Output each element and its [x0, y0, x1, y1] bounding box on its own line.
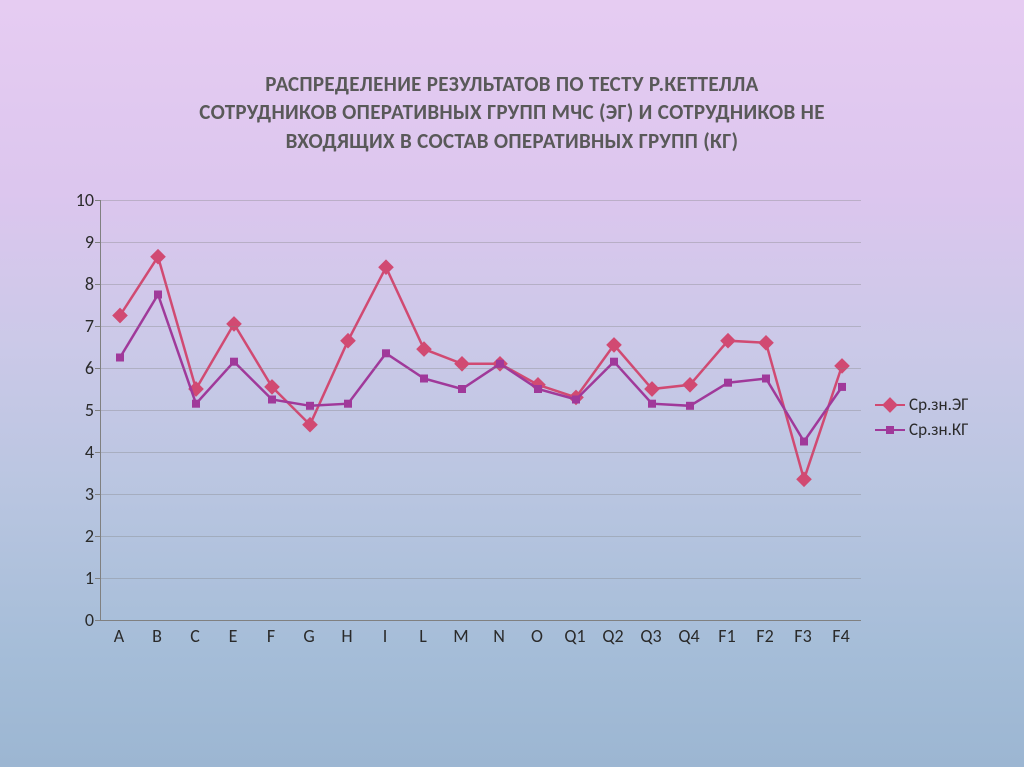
y-axis-label: 8	[64, 273, 94, 295]
data-marker	[762, 375, 770, 383]
gridline	[101, 452, 861, 453]
data-marker	[306, 402, 314, 410]
data-marker	[378, 259, 394, 275]
y-axis-label: 2	[64, 525, 94, 547]
gridline	[101, 578, 861, 579]
data-marker	[268, 396, 276, 404]
data-marker	[458, 385, 466, 393]
x-axis-label: F1	[718, 625, 735, 647]
data-marker	[724, 379, 732, 387]
gridline	[101, 368, 861, 369]
data-marker	[344, 400, 352, 408]
data-marker	[610, 358, 618, 366]
x-axis-label: F3	[794, 625, 811, 647]
data-marker	[496, 360, 504, 368]
x-axis-label: N	[493, 625, 505, 647]
x-axis-label: H	[341, 625, 352, 647]
legend: Ср.зн.ЭГ Ср.зн.КГ	[875, 390, 968, 444]
title-line-2: СОТРУДНИКОВ ОПЕРАТИВНЫХ ГРУПП МЧС (ЭГ) И…	[70, 98, 954, 126]
legend-label-kg: Ср.зн.КГ	[909, 419, 968, 440]
data-marker	[192, 400, 200, 408]
x-axis-label: B	[152, 625, 162, 647]
gridline	[101, 536, 861, 537]
x-axis-label: E	[229, 625, 238, 647]
legend-marker-eg	[875, 398, 905, 412]
gridline	[101, 200, 861, 201]
x-axis-label: Q4	[678, 625, 699, 647]
x-axis-label: I	[383, 625, 388, 647]
legend-marker-kg	[875, 423, 905, 437]
data-marker	[800, 438, 808, 446]
data-marker	[838, 383, 846, 391]
x-axis-label: A	[114, 625, 124, 647]
x-axis-label: Q1	[564, 625, 585, 647]
x-axis-label: C	[190, 625, 200, 647]
y-axis-label: 7	[64, 315, 94, 337]
data-marker	[230, 358, 238, 366]
plot-area	[100, 200, 861, 621]
y-axis-label: 6	[64, 357, 94, 379]
data-marker	[112, 308, 128, 324]
y-axis-label: 10	[64, 189, 94, 211]
data-marker	[796, 471, 812, 487]
data-marker	[572, 396, 580, 404]
x-axis-label: L	[419, 625, 427, 647]
gridline	[101, 242, 861, 243]
data-marker	[686, 402, 694, 410]
x-axis-label: F4	[832, 625, 849, 647]
x-axis-label: Q2	[602, 625, 623, 647]
data-marker	[420, 375, 428, 383]
y-axis-label: 3	[64, 483, 94, 505]
x-axis-label: G	[303, 625, 314, 647]
x-axis-label: O	[531, 625, 543, 647]
x-axis-label: F	[267, 625, 275, 647]
data-marker	[340, 333, 356, 349]
data-marker	[758, 335, 774, 351]
legend-label-eg: Ср.зн.ЭГ	[909, 394, 968, 415]
y-axis-label: 5	[64, 399, 94, 421]
x-axis-label: Q3	[640, 625, 661, 647]
y-axis-label: 4	[64, 441, 94, 463]
data-marker	[154, 291, 162, 299]
x-axis-label: F2	[756, 625, 773, 647]
legend-item-eg: Ср.зн.ЭГ	[875, 394, 968, 415]
data-marker	[834, 358, 850, 374]
gridline	[101, 494, 861, 495]
gridline	[101, 284, 861, 285]
x-axis-label: M	[453, 625, 468, 647]
chart-title: РАСПРЕДЕЛЕНИЕ РЕЗУЛЬТАТОВ ПО ТЕСТУ Р.КЕТ…	[0, 0, 1024, 155]
gridline	[101, 410, 861, 411]
title-line-1: РАСПРЕДЕЛЕНИЕ РЕЗУЛЬТАТОВ ПО ТЕСТУ Р.КЕТ…	[70, 70, 954, 98]
title-line-3: ВХОДЯЩИХ В СОСТАВ ОПЕРАТИВНЫХ ГРУПП (КГ)	[70, 127, 954, 155]
legend-item-kg: Ср.зн.КГ	[875, 419, 968, 440]
data-marker	[454, 356, 470, 372]
y-axis-label: 0	[64, 609, 94, 631]
chart-area: Ср.зн.ЭГ Ср.зн.КГ 012345678910ABCEFGHILM…	[60, 200, 964, 670]
y-axis-label: 1	[64, 567, 94, 589]
data-marker	[416, 341, 432, 357]
y-axis-label: 9	[64, 231, 94, 253]
data-marker	[226, 316, 242, 332]
data-marker	[382, 349, 390, 357]
data-marker	[534, 385, 542, 393]
gridline	[101, 326, 861, 327]
data-marker	[648, 400, 656, 408]
data-marker	[150, 249, 166, 265]
data-marker	[116, 354, 124, 362]
